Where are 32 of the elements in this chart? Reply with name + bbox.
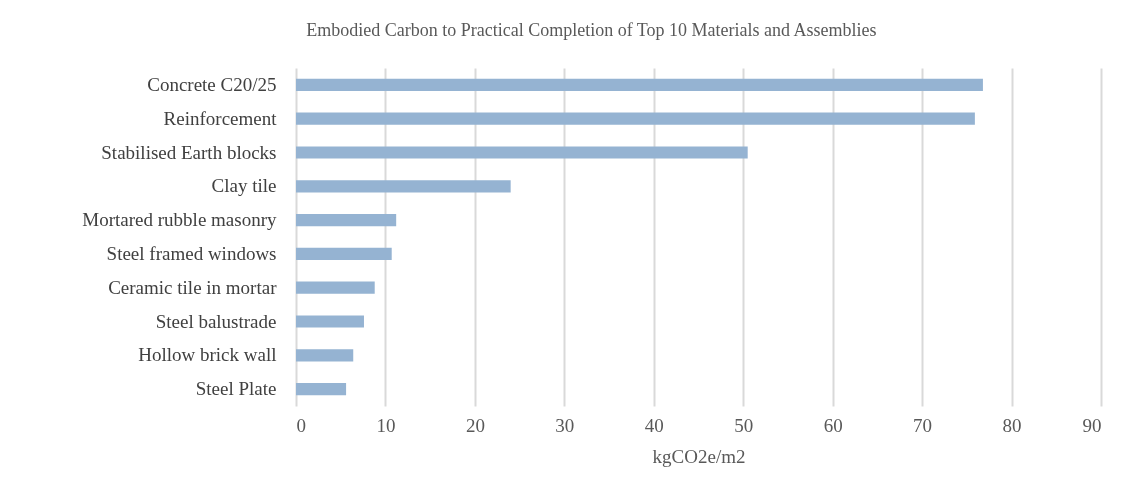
y-tick-label: Clay tile [211, 175, 277, 197]
bar [296, 180, 511, 193]
bar [296, 349, 354, 362]
y-tick-label: Steel Plate [195, 378, 277, 400]
x-tick-label: 50 [734, 414, 754, 436]
bar [296, 214, 397, 227]
x-tick-label: 20 [465, 414, 485, 436]
y-tick-label: Stabilised Earth blocks [101, 141, 277, 163]
bar [296, 281, 375, 294]
bar [296, 383, 347, 396]
bar [296, 315, 364, 328]
x-tick-label: 10 [376, 414, 396, 436]
chart-title: Embodied Carbon to Practical Completion of Top 10 Materials and Assemblies [306, 20, 877, 40]
x-tick-label: 70 [913, 414, 933, 436]
y-tick-label: Reinforcement [163, 107, 278, 129]
y-tick-label: Mortared rubble masonry [82, 209, 277, 231]
bar [296, 112, 975, 125]
y-tick-label: Steel framed windows [106, 242, 277, 264]
y-tick-label: Steel balustrade [155, 310, 277, 332]
bar [296, 247, 392, 260]
x-tick-label: 90 [1082, 414, 1102, 436]
x-tick-label: 30 [555, 414, 575, 436]
x-axis-title: kgCO2e/m2 [652, 445, 746, 467]
bar [296, 146, 748, 159]
x-tick-label: 80 [1002, 414, 1022, 436]
x-tick-label: 40 [644, 414, 664, 436]
x-tick-label: 0 [296, 414, 306, 436]
bar [296, 78, 983, 91]
y-tick-label: Ceramic tile in mortar [108, 276, 278, 298]
y-tick-label: Hollow brick wall [138, 344, 277, 366]
x-tick-label: 60 [823, 414, 843, 436]
y-tick-label: Concrete C20/25 [147, 73, 277, 95]
